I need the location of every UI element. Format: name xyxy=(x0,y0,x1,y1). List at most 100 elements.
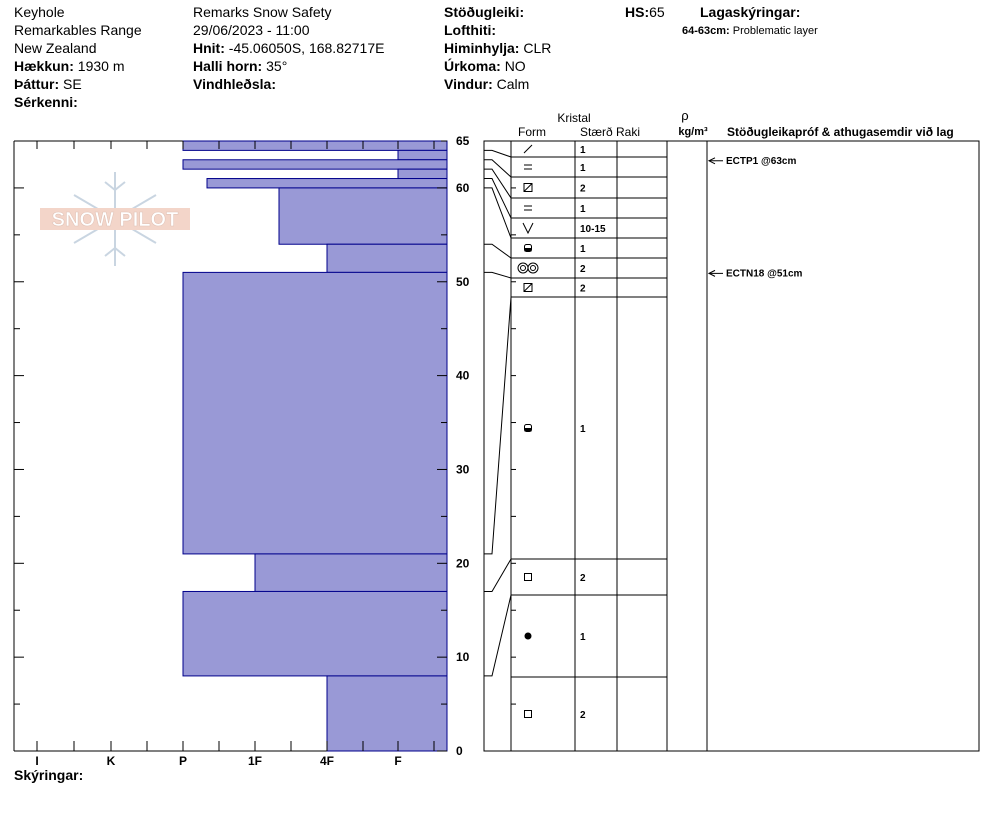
layer-bar xyxy=(182,140,448,151)
table-depth-ticks xyxy=(511,187,516,705)
depth-tick-label: 0 xyxy=(456,744,463,758)
layer-bar xyxy=(397,149,448,161)
date-time: 29/06/2023 - 11:00 xyxy=(193,22,310,38)
elevation-label: Hækkun: xyxy=(14,58,74,74)
legend-item-text: Problematic layer xyxy=(732,25,818,37)
crystal-symbol-icon xyxy=(523,283,533,292)
aspect-value: SE xyxy=(63,76,82,92)
coords-row: Hnit: -45.06050S, 168.82717E xyxy=(193,39,384,57)
slope-label: Halli horn: xyxy=(193,58,263,74)
hardness-tick-label: I xyxy=(35,754,38,768)
crystal-symbol-icon xyxy=(524,573,532,581)
crystal-size: 1 xyxy=(580,204,586,215)
elevation-value: 1930 m xyxy=(77,58,125,74)
layer-bar xyxy=(278,187,448,245)
layer-connector xyxy=(484,271,512,279)
crystal-symbol-icon xyxy=(523,183,533,192)
layer-connector xyxy=(484,178,512,219)
conditions-block: Stöðugleiki: Lofthiti: Himinhylja: CLR Ú… xyxy=(444,3,551,93)
crystal-size: 2 xyxy=(580,710,586,721)
hs-label: HS: xyxy=(625,4,650,20)
features-label: Sérkenni: xyxy=(14,94,78,110)
layer-connector xyxy=(484,187,512,239)
table-row-lines xyxy=(484,149,667,678)
legend-title-text: Lagaskýringar: xyxy=(700,4,801,20)
range-name: Remarkables Range xyxy=(14,22,142,38)
layer-bar xyxy=(182,271,448,555)
depth-tick-label: 65 xyxy=(456,134,470,148)
hardness-axis: I K P 1F 4F F xyxy=(35,141,435,768)
depth-tick-label: 10 xyxy=(456,650,470,664)
layer-bar xyxy=(254,553,448,592)
legend-item-range: 64-63cm: xyxy=(682,25,730,37)
precip-label: Úrkoma: xyxy=(444,58,501,74)
header-size: Stærð xyxy=(580,125,613,139)
crystal-symbol-icon xyxy=(524,244,532,252)
legend-title: Lagaskýringar: xyxy=(700,3,800,21)
depth-tick-label: 40 xyxy=(456,369,470,383)
wind-value: Calm xyxy=(496,76,530,92)
aspect-label: Þáttur: xyxy=(14,76,60,92)
hardness-tick-label: F xyxy=(394,754,401,768)
crystal-size: 10-15 xyxy=(580,224,606,235)
sky-value: CLR xyxy=(523,40,552,56)
header-crystal: Kristal xyxy=(557,111,590,125)
crystal-size: 2 xyxy=(580,184,586,195)
depth-tick-label: 20 xyxy=(456,556,470,570)
header-tests: Stöðugleikapróf & athugasemdir við lag xyxy=(727,125,954,139)
layer-connector xyxy=(484,558,512,592)
crystal-symbol-icon xyxy=(524,164,532,170)
test-label: ECTN18 @51cm xyxy=(726,268,803,279)
stability-tests: ECTP1 @63cm ECTN18 @51cm xyxy=(707,156,803,279)
test-label: ECTP1 @63cm xyxy=(726,156,796,167)
aspect-row: Þáttur: SE xyxy=(14,75,142,93)
hardness-tick-label: 4F xyxy=(320,754,334,768)
elevation-row: Hækkun: 1930 m xyxy=(14,57,142,75)
arrow-head-icon xyxy=(707,269,716,277)
hardness-tick-label: K xyxy=(107,754,116,768)
features-row: Sérkenni: xyxy=(14,93,142,111)
coords-label: Hnit: xyxy=(193,40,225,56)
crystal-size: 1 xyxy=(580,145,586,156)
crystal-symbol-icon xyxy=(524,710,532,718)
header-moisture: Raki xyxy=(616,125,640,139)
sky-row: Himinhylja: CLR xyxy=(444,39,551,57)
watermark-band xyxy=(40,208,190,230)
layer-connector xyxy=(484,149,512,158)
layer-connector xyxy=(484,594,512,677)
slope-row: Halli horn: 35° xyxy=(193,57,384,75)
hs-row: HS:65 xyxy=(625,3,665,21)
depth-tick-label: 30 xyxy=(456,462,470,476)
layer-connector xyxy=(484,168,512,199)
layer-bars xyxy=(182,140,448,752)
country-name: New Zealand xyxy=(14,40,97,56)
crystal-symbol-icon xyxy=(517,262,539,274)
site-name: Keyhole xyxy=(14,4,65,20)
wind-label: Vindur: xyxy=(444,76,493,92)
location-block: Keyhole Remarkables Range New Zealand Hæ… xyxy=(14,3,142,111)
table-border xyxy=(483,140,980,752)
stability-row: Stöðugleiki: xyxy=(444,3,551,21)
header-density-unit: kg/m³ xyxy=(678,126,708,138)
crystal-size: 1 xyxy=(580,424,586,435)
header-rho: ρ xyxy=(681,108,688,123)
layer-bar xyxy=(206,178,448,189)
wind-loading-label: Vindhleðsla: xyxy=(193,76,276,92)
crystal-size: 1 xyxy=(580,632,586,643)
layer-connector xyxy=(484,296,512,555)
layer-bar xyxy=(397,168,448,180)
watermark-text: SNOW PILOT xyxy=(52,209,179,231)
crystal-size: 1 xyxy=(580,163,586,174)
layer-connector xyxy=(484,159,512,178)
coords-value: -45.06050S, 168.82717E xyxy=(228,40,385,56)
layer-connector xyxy=(484,243,512,259)
header-form: Form xyxy=(518,125,546,139)
depth-axis: 0 10 20 30 40 50 60 65 xyxy=(14,134,470,758)
crystal-symbol-icon xyxy=(523,144,533,154)
crystal-size: 1 xyxy=(580,244,586,255)
depth-tick-label: 50 xyxy=(456,275,470,289)
layer-bar xyxy=(326,243,448,273)
snowpilot-watermark: SNOW PILOT xyxy=(40,172,190,266)
crystal-size: 2 xyxy=(580,573,586,584)
remarks-label: Skýringar: xyxy=(14,767,84,783)
